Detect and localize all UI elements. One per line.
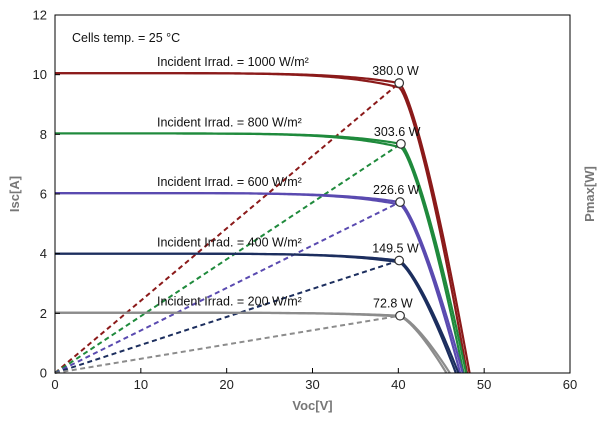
series-label: Incident Irrad. = 200 W/m² — [157, 295, 302, 309]
pmax-value-label: 303.6 W — [374, 125, 421, 139]
y-axis-right-title: Pmax[W] — [582, 166, 597, 222]
pmax-dashed-line — [54, 143, 402, 374]
iv-curve-secondary — [55, 311, 448, 374]
x-tick-label: 0 — [51, 377, 58, 392]
pmax-dashed-line — [54, 259, 400, 374]
cells-temp-annotation: Cells temp. = 25 °C — [72, 31, 180, 45]
iv-curve — [54, 192, 464, 374]
y-tick-label: 2 — [40, 306, 47, 321]
pmax-value-label: 226.6 W — [373, 183, 420, 197]
pmax-dashed-line — [54, 82, 400, 374]
series-label: Incident Irrad. = 600 W/m² — [157, 175, 302, 189]
x-tick-label: 60 — [563, 377, 577, 392]
x-tick-label: 30 — [305, 377, 319, 392]
x-axis-title: Voc[V] — [292, 398, 332, 413]
mpp-marker — [395, 197, 405, 207]
x-tick-label: 40 — [391, 377, 405, 392]
y-axis-title: Isc[A] — [7, 176, 22, 212]
mpp-marker — [395, 310, 405, 321]
pmax-dashed-line — [54, 201, 401, 374]
mpp-marker — [394, 255, 405, 266]
chart-labels: 0 10 20 30 40 50 60 0 2 4 6 8 10 12 Incident Irrad. = … — [33, 8, 578, 393]
series-label: Incident Irrad. = 1000 W/m² — [157, 55, 309, 69]
iv-curve-secondary — [54, 192, 462, 374]
axis-ticks — [54, 14, 571, 374]
x-tick-label: 10 — [134, 377, 148, 392]
pmax-value-label: 149.5 W — [372, 242, 419, 256]
y-tick-label: 6 — [40, 187, 47, 202]
mpp-marker — [394, 78, 405, 88]
y-tick-label: 4 — [40, 246, 47, 261]
y-tick-label: 8 — [40, 127, 47, 142]
series-1 — [54, 132, 468, 374]
y-tick-label: 12 — [33, 8, 47, 23]
y-tick-label: 10 — [33, 67, 47, 82]
pmax-value-label: 380.0 W — [372, 64, 419, 78]
x-tick-label: 50 — [477, 377, 491, 392]
series-4 — [54, 310, 451, 374]
series-0 — [54, 72, 471, 374]
series-2 — [54, 192, 464, 374]
x-tick-label: 20 — [219, 377, 233, 392]
series-label: Incident Irrad. = 400 W/m² — [157, 236, 302, 250]
pmax-dashed-line — [54, 314, 401, 374]
y-tick-label: 0 — [40, 366, 47, 381]
pmax-value-label: 72.8 W — [373, 297, 413, 311]
plot-marks — [54, 72, 471, 374]
mpp-marker — [396, 138, 406, 149]
series-3 — [54, 252, 460, 374]
series-label: Incident Irrad. = 800 W/m² — [157, 115, 302, 129]
